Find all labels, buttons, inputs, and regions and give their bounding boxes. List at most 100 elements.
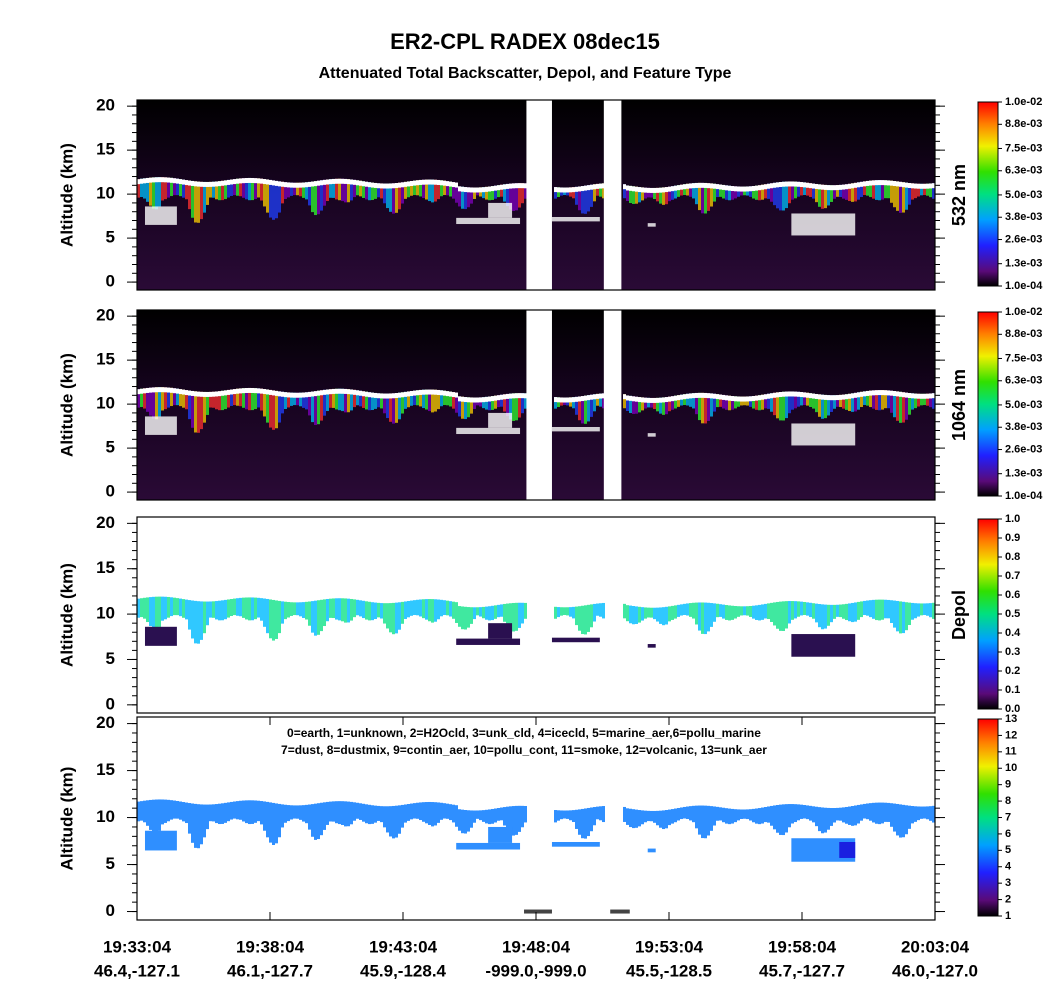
cloud-column [260,388,263,411]
cloud-column [257,597,260,618]
cloud-column [908,602,911,625]
cloud-top [296,392,299,398]
cloud-column [236,801,239,820]
cloud-top [320,390,323,396]
cloud-column [185,390,188,410]
cloud-top [254,388,257,394]
y-tick-label: 0 [106,272,115,291]
cloud-column [347,179,350,203]
cloud-top [626,185,629,191]
cloud-column [425,389,428,410]
cloud-top [137,389,140,395]
cloud-column [764,394,767,409]
y-tick-label: 5 [106,649,115,668]
cloud-column [923,393,926,406]
cloud-column [206,391,209,415]
cloud-top [623,184,626,190]
cloud-top [686,183,689,189]
cloud-top [335,178,338,184]
cloud-column [710,393,713,417]
cloud-top [410,181,413,187]
cloud-column [857,804,860,824]
cloud-column [311,391,314,423]
cloud-top [830,395,833,401]
cloud-top [161,387,164,393]
cloud-column [152,387,155,419]
cloud-column [407,804,410,821]
cloud-top [233,389,236,395]
cloud-top [407,181,410,187]
cloud-top [176,178,179,184]
cloud-top [755,185,758,191]
y-tick-label: 0 [106,901,115,920]
cloud-top [569,187,572,193]
cloud-top [326,179,329,185]
cloud-top [200,391,203,397]
cloud-column [866,180,869,196]
cloud-top [791,391,794,397]
cloud-column [236,388,239,406]
cloud-column [833,395,836,409]
cloud-column [920,183,923,196]
cloud-top [761,394,764,400]
cloud-top [914,393,917,399]
cloud-top [932,183,935,189]
cloud-patch [456,842,521,850]
cloud-column [311,804,314,837]
cloud-column [218,181,221,201]
cloud-top [737,186,740,192]
cloud-column [722,184,725,199]
cloud-column [398,182,401,210]
cloud-column [395,805,398,838]
cloud-column [335,388,338,410]
cloud-column [464,810,467,834]
cloud-column [209,601,212,618]
cloud-top [740,186,743,192]
cloud-column [908,182,911,205]
cloud-top [443,390,446,396]
cloud-column [677,604,680,617]
cloud-column [872,802,875,823]
cloud-column [410,803,413,820]
cloud-column [308,601,311,626]
cloud-top [401,182,404,188]
cloud-column [161,799,164,825]
cloud-column [185,802,188,824]
cloud-top [491,186,494,192]
cloud-column [458,396,461,417]
y-tick-label: 5 [106,438,115,457]
x-tick-label: 19:58:04 [768,937,837,956]
cloud-column [917,183,920,197]
cloud-column [644,397,647,409]
cloud-top [464,397,467,403]
cloud-top [869,390,872,396]
cloud-column [161,596,164,621]
colorbar-tick-label: 0.9 [1005,532,1020,544]
cloud-column [581,396,584,424]
cloud-column [398,805,401,834]
cloud-top [914,183,917,189]
cloud-column [482,810,485,822]
cloud-top [878,390,881,396]
cloud-column [521,602,524,624]
cloud-column [203,391,206,423]
imagery [137,387,935,446]
cloud-column [320,180,323,211]
cloud-column [848,603,851,622]
cloud-column [221,390,224,411]
cloud-column [416,390,419,406]
cloud-column [329,389,332,408]
cloud-top [842,184,845,190]
cloud-top [413,180,416,186]
side-label: 532 nm [949,164,969,226]
cloud-column [191,803,194,843]
cloud-column [758,185,761,201]
cloud-top [911,183,914,189]
cloud-top [251,177,254,183]
cloud-top [329,389,332,395]
x-tick-label: -999.0,-999.0 [485,961,586,980]
cloud-column [671,396,674,410]
cloud-column [374,392,377,409]
cloud-column [488,396,491,411]
cloud-column [638,397,641,413]
